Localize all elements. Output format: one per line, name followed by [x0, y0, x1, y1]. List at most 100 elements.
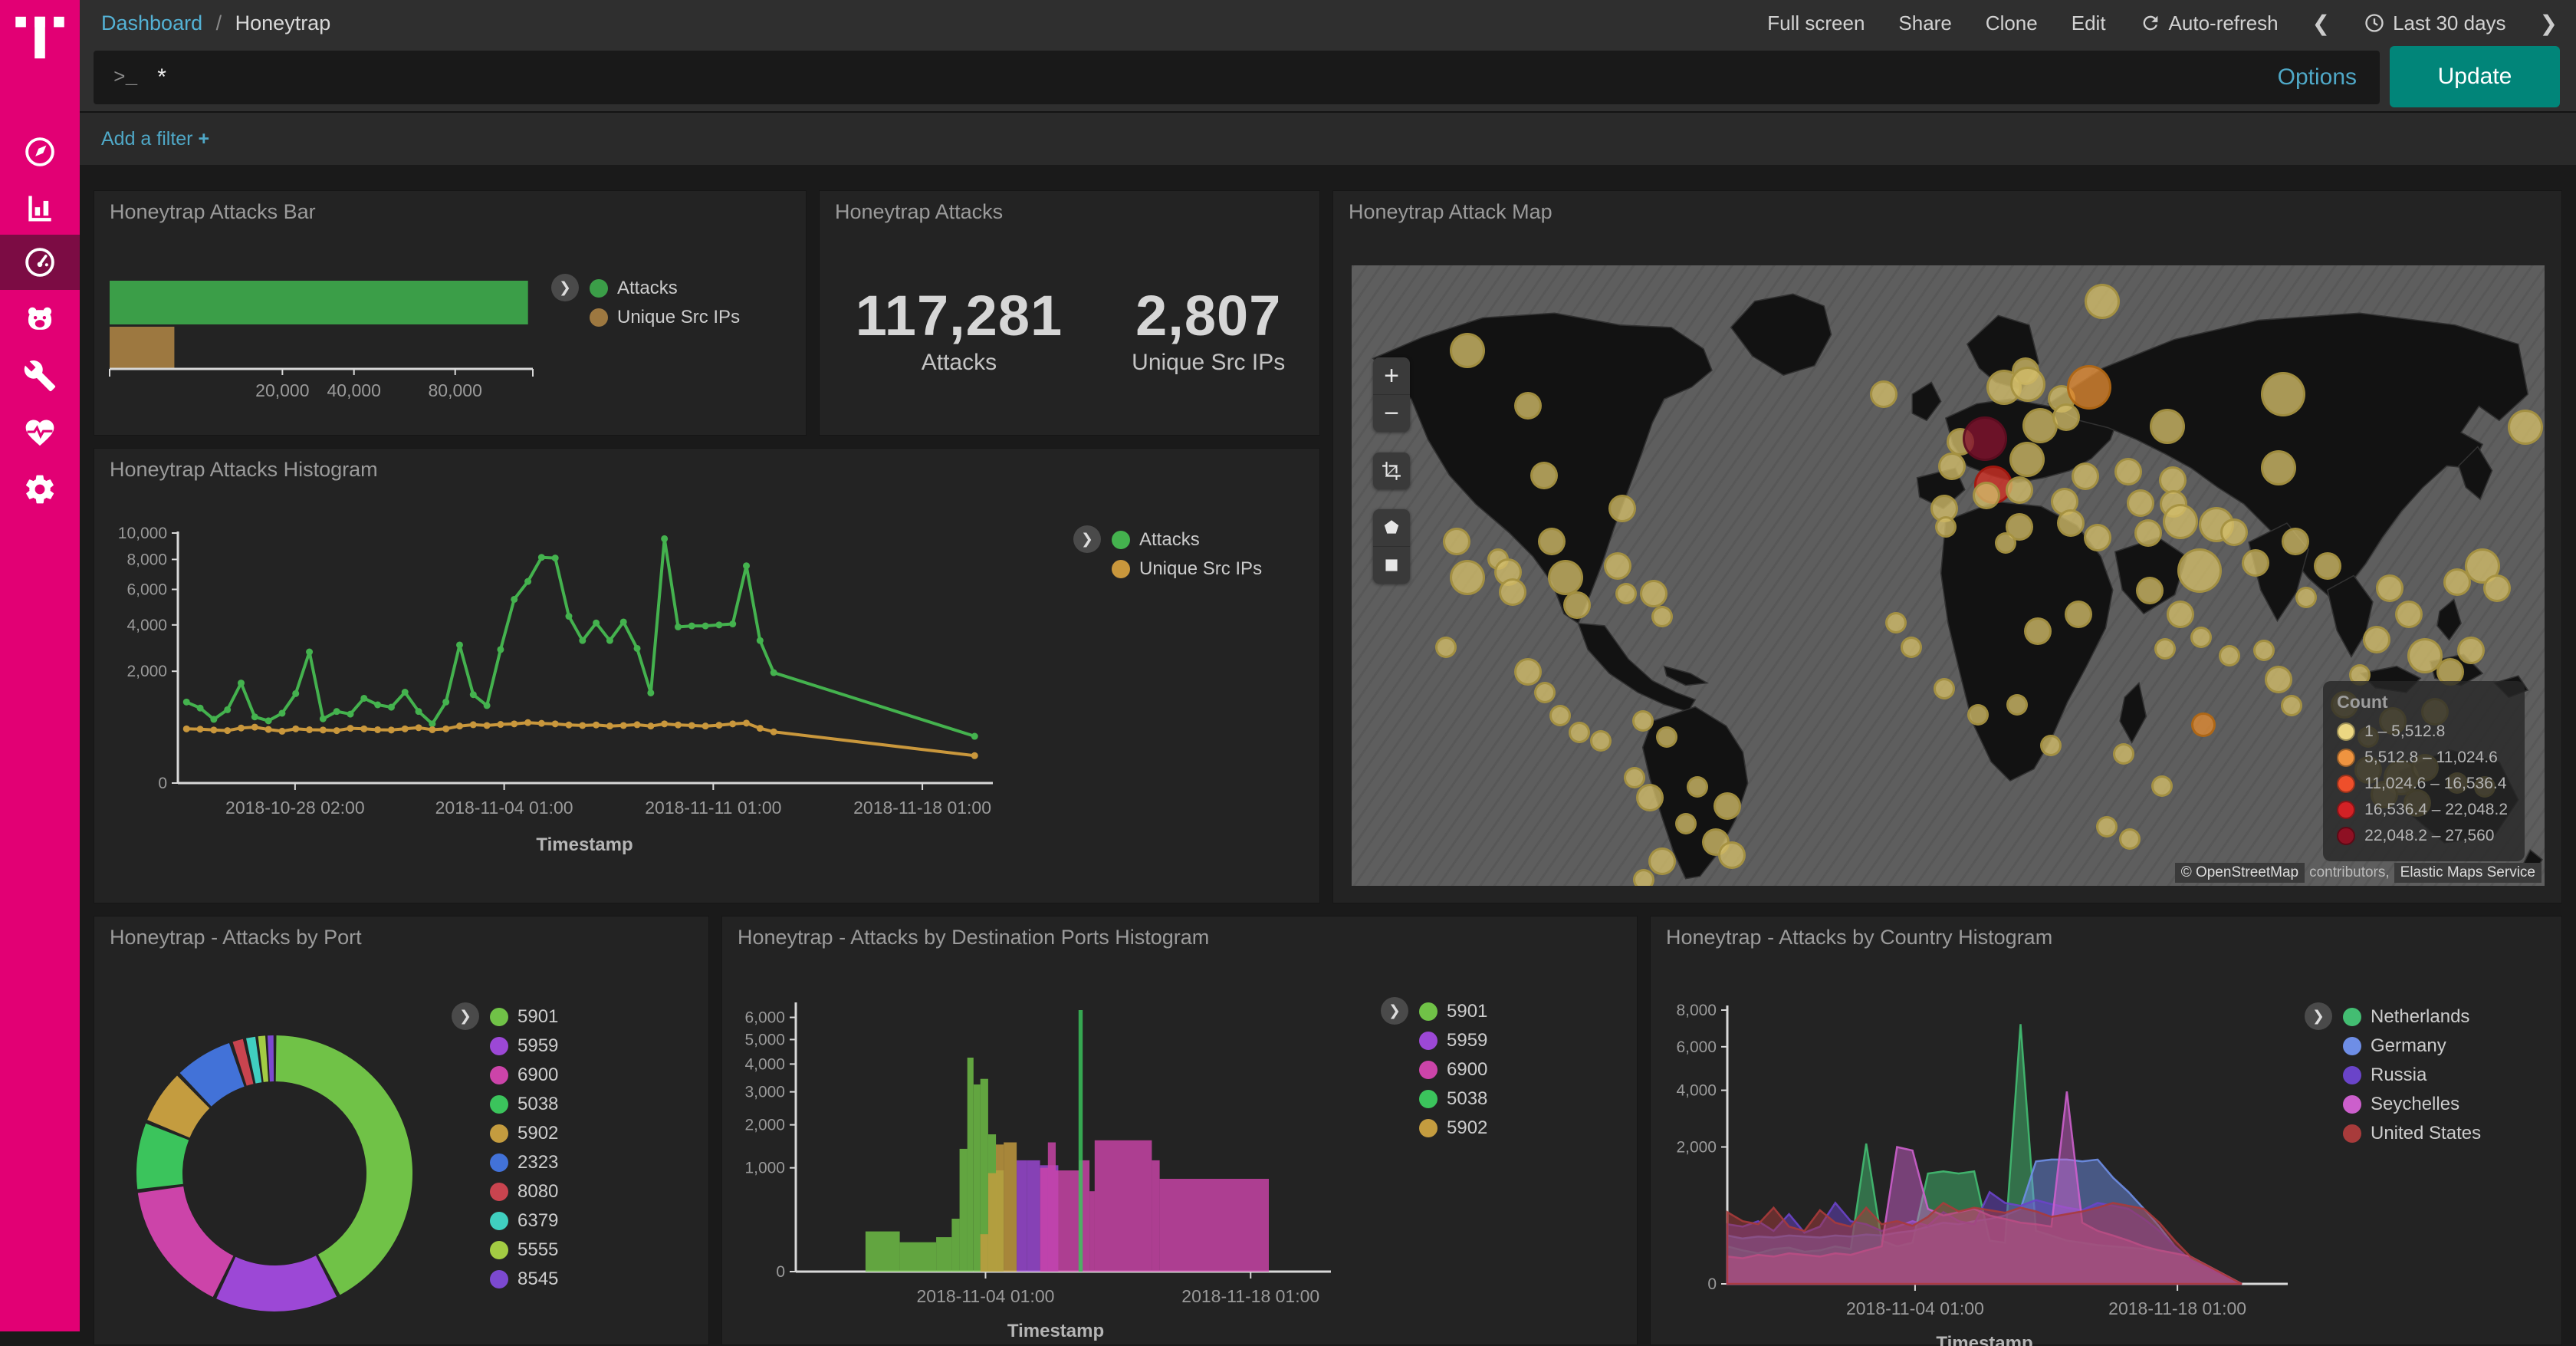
attack-bubble — [1934, 677, 1956, 699]
nav-edit[interactable]: Edit — [2071, 11, 2106, 35]
add-filter-link[interactable]: Add a filter + — [101, 127, 210, 150]
legend-toggle-icon[interactable]: ❯ — [2305, 1002, 2332, 1030]
query-value[interactable]: * — [157, 64, 166, 90]
attack-bubble — [2407, 637, 2443, 673]
svg-text:2018-11-04 01:00: 2018-11-04 01:00 — [917, 1286, 1055, 1306]
osm-attribution-link[interactable]: © OpenStreetMap — [2174, 863, 2305, 883]
legend-item-6900[interactable]: 6900 — [1419, 1055, 1487, 1084]
ports-hist-legend: ❯ 5901 5959 6900 5038 5902 — [1381, 997, 1487, 1143]
svg-text:80,000: 80,000 — [429, 380, 482, 400]
svg-text:2018-11-04 01:00: 2018-11-04 01:00 — [435, 798, 573, 818]
legend-item-Germany[interactable]: Germany — [2343, 1032, 2481, 1061]
legend-item-5959[interactable]: 5959 — [1419, 1026, 1487, 1055]
svg-text:2018-11-18 01:00: 2018-11-18 01:00 — [1181, 1286, 1319, 1306]
svg-text:10,000: 10,000 — [118, 525, 167, 542]
query-options-link[interactable]: Options — [2277, 64, 2357, 90]
legend-item-5038[interactable]: 5038 — [490, 1090, 558, 1119]
breadcrumb-dashboard-link[interactable]: Dashboard — [101, 11, 203, 35]
panel-attacks-bar: Honeytrap Attacks Bar 20,000 40,000 80,000… — [94, 190, 807, 436]
legend-item-Attacks[interactable]: Attacks — [590, 274, 740, 303]
search-query-input[interactable]: >_ * Options — [94, 51, 2380, 104]
panel-title: Honeytrap - Attacks by Destination Ports… — [738, 926, 1210, 949]
legend-dot — [490, 1270, 508, 1288]
time-range-picker[interactable]: Last 30 days — [2364, 12, 2506, 35]
nav-auto-refresh[interactable]: Auto-refresh — [2140, 12, 2279, 35]
nav-full-screen[interactable]: Full screen — [1767, 11, 1865, 35]
panel-attacks-histogram: Honeytrap Attacks Histogram 0 2,000 4,000 6… — [94, 448, 1320, 903]
sidebar-item-dev-tools[interactable] — [0, 348, 80, 403]
ems-attribution-link[interactable]: Elastic Maps Service — [2394, 863, 2542, 883]
attack-bubble — [2443, 568, 2472, 596]
metric-value: 2,807 — [1135, 284, 1282, 347]
metric-unique-src-ips: 2,807 Unique Src IPs — [1132, 283, 1285, 376]
svg-text:40,000: 40,000 — [327, 380, 381, 400]
attack-bubble — [2281, 695, 2303, 717]
nav-share[interactable]: Share — [1898, 11, 1952, 35]
legend-toggle-icon[interactable]: ❯ — [551, 274, 579, 301]
draw-polygon-button[interactable] — [1373, 509, 1410, 547]
legend-dot — [490, 1183, 508, 1201]
legend-item-5901[interactable]: 5901 — [1419, 997, 1487, 1026]
fit-bounds-button[interactable] — [1373, 453, 1410, 489]
legend-label: Germany — [2371, 1035, 2446, 1056]
legend-item-8080[interactable]: 8080 — [490, 1177, 558, 1206]
legend-item-5901[interactable]: 5901 — [490, 1002, 558, 1032]
time-prev-button[interactable]: ❮ — [2312, 11, 2331, 35]
legend-toggle-icon[interactable]: ❯ — [1073, 525, 1101, 553]
attack-bubble — [2023, 617, 2052, 646]
world-attack-map[interactable]: + − Count 1 – 5,512.8 5,512.8 – 11,024.6 11,0… — [1352, 265, 2545, 886]
sidebar-item-visualize[interactable] — [0, 181, 80, 236]
legend-toggle-icon[interactable]: ❯ — [452, 1002, 479, 1030]
sidebar-item-dashboard[interactable] — [0, 235, 80, 290]
legend-item-6900[interactable]: 6900 — [490, 1061, 558, 1090]
attack-bubble — [2009, 442, 2045, 478]
attack-bubble — [1449, 332, 1485, 368]
legend-dot — [2343, 1066, 2361, 1084]
draw-rectangle-button[interactable] — [1373, 547, 1410, 584]
attack-bubble — [1530, 462, 1558, 490]
legend-item-6379[interactable]: 6379 — [490, 1206, 558, 1236]
panel-country-histogram: Honeytrap - Attacks by Country Histogram… — [1650, 916, 2562, 1346]
legend-item-Netherlands[interactable]: Netherlands — [2343, 1002, 2481, 1032]
attack-bubble — [2313, 551, 2341, 580]
zoom-in-button[interactable]: + — [1373, 357, 1410, 395]
attack-bubble — [2242, 549, 2270, 578]
legend-item-Unique Src IPs[interactable]: Unique Src IPs — [1112, 555, 1262, 584]
svg-text:2018-11-04 01:00: 2018-11-04 01:00 — [1846, 1298, 1984, 1318]
legend-dot — [490, 1241, 508, 1259]
legend-item-5555[interactable]: 5555 — [490, 1236, 558, 1265]
legend-toggle-icon[interactable]: ❯ — [1381, 997, 1408, 1025]
nav-clone[interactable]: Clone — [1985, 11, 2038, 35]
legend-item-5038[interactable]: 5038 — [1419, 1084, 1487, 1114]
update-button[interactable]: Update — [2390, 46, 2560, 107]
map-zoom-controls: + − — [1373, 357, 1410, 432]
svg-text:6,000: 6,000 — [1676, 1038, 1717, 1056]
legend-item-United States[interactable]: United States — [2343, 1119, 2481, 1148]
legend-dot — [1419, 1061, 1438, 1079]
attack-bubble — [2220, 518, 2249, 546]
legend-item-2323[interactable]: 2323 — [490, 1148, 558, 1177]
legend-dot — [2337, 827, 2356, 845]
legend-item-5902[interactable]: 5902 — [490, 1119, 558, 1148]
time-next-button[interactable]: ❯ — [2539, 11, 2558, 35]
legend-item-5902[interactable]: 5902 — [1419, 1114, 1487, 1143]
sidebar-item-management[interactable] — [0, 462, 80, 517]
legend-item-8545[interactable]: 8545 — [490, 1265, 558, 1294]
attack-bubble — [2508, 410, 2544, 446]
sidebar-item-monitoring[interactable] — [0, 405, 80, 460]
pie-slice-2323 — [179, 1043, 245, 1107]
legend-item-Seychelles[interactable]: Seychelles — [2343, 1090, 2481, 1119]
attack-bubble — [1674, 813, 1697, 835]
legend-dot — [2337, 722, 2356, 741]
terminal-prompt-icon: >_ — [113, 66, 138, 89]
legend-item-Russia[interactable]: Russia — [2343, 1061, 2481, 1090]
sidebar-item-discover[interactable] — [0, 124, 80, 179]
legend-item-5959[interactable]: 5959 — [490, 1032, 558, 1061]
legend-label: Netherlands — [2371, 1006, 2470, 1027]
sidebar-item-t-pot[interactable] — [0, 291, 80, 347]
zoom-out-button[interactable]: − — [1384, 398, 1399, 428]
svg-text:5,000: 5,000 — [744, 1031, 785, 1048]
legend-item-Attacks[interactable]: Attacks — [1112, 525, 1262, 555]
legend-item-Unique Src IPs[interactable]: Unique Src IPs — [590, 303, 740, 332]
legend-label: Unique Src IPs — [1139, 558, 1263, 579]
